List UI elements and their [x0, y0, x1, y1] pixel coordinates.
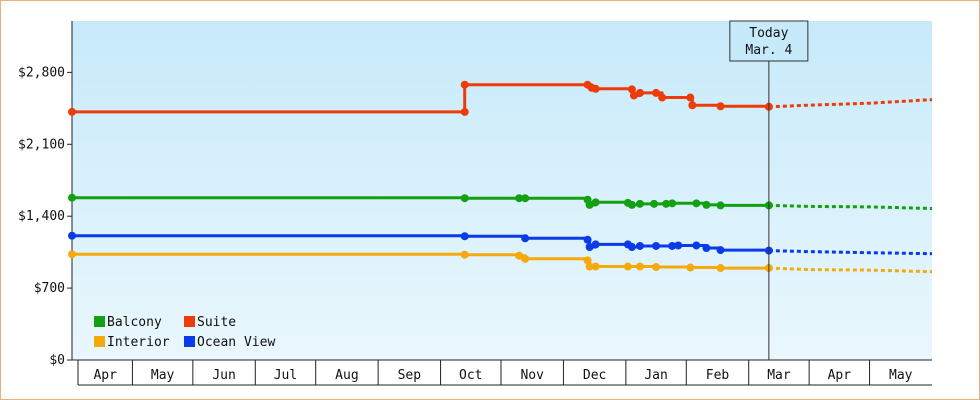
data-point: [460, 232, 469, 241]
legend-label: Balcony: [107, 315, 162, 330]
y-tick-label: $700: [34, 281, 65, 296]
data-point: [68, 231, 76, 240]
series-suite: [68, 80, 933, 116]
data-point: [692, 199, 701, 208]
data-point: [650, 199, 659, 208]
data-point: [515, 194, 524, 203]
data-point: [68, 250, 76, 259]
legend-label: Ocean View: [197, 335, 275, 350]
data-point: [635, 199, 644, 208]
data-point: [627, 200, 636, 209]
data-point: [521, 254, 530, 263]
data-point: [591, 198, 600, 207]
legend-item: Balcony: [94, 315, 162, 330]
data-point: [460, 80, 469, 89]
legend-swatch: [94, 316, 105, 327]
y-tick-label: $2,800: [18, 65, 65, 80]
data-point: [627, 243, 636, 251]
month-label: Jul: [274, 368, 297, 383]
data-point: [716, 246, 725, 255]
data-point: [658, 93, 667, 102]
data-point: [662, 199, 671, 208]
month-label: Apr: [93, 368, 117, 383]
month-label: Feb: [706, 368, 730, 383]
data-point: [591, 262, 600, 271]
legend-swatch: [94, 336, 105, 347]
data-point: [635, 262, 644, 271]
data-point: [585, 243, 594, 251]
data-point: [702, 244, 711, 253]
month-label: Jan: [644, 368, 667, 383]
data-point: [585, 262, 594, 271]
data-point: [583, 235, 592, 244]
data-point: [674, 241, 683, 250]
series-balcony: [68, 193, 933, 210]
series-forecast-line: [768, 249, 933, 256]
data-point: [716, 102, 725, 111]
today-label: Today: [749, 26, 788, 41]
today-box: [729, 20, 809, 62]
legend-label: Suite: [197, 315, 236, 330]
data-point: [68, 193, 76, 202]
data-point: [585, 200, 594, 209]
y-tick-label: $0: [49, 353, 65, 368]
series-interior: [68, 250, 933, 274]
month-label: May: [151, 368, 175, 383]
series-ocean-view: [68, 231, 933, 256]
month-label: Aug: [335, 368, 358, 383]
data-point: [652, 241, 661, 250]
month-label: Apr: [828, 368, 852, 383]
data-point: [635, 88, 644, 97]
today-date: Mar. 4: [745, 43, 792, 58]
data-point: [68, 107, 76, 116]
month-label: May: [889, 368, 913, 383]
month-label: Dec: [583, 368, 606, 383]
month-label: Oct: [459, 368, 482, 383]
data-point: [716, 201, 725, 210]
plot-area: [72, 21, 932, 360]
series-forecast-line: [768, 98, 933, 109]
data-point: [702, 200, 711, 209]
data-point: [686, 93, 695, 102]
data-point: [521, 234, 530, 243]
data-point: [692, 241, 701, 250]
data-point: [668, 199, 677, 208]
month-label: Sep: [398, 368, 422, 383]
data-point: [716, 264, 725, 273]
y-tick-label: $1,400: [18, 209, 65, 224]
y-tick-label: $2,100: [18, 137, 65, 152]
data-point: [591, 240, 600, 249]
data-point: [460, 250, 469, 259]
data-point: [515, 251, 524, 260]
data-point: [521, 194, 530, 203]
data-point: [652, 263, 661, 272]
series-forecast-line: [768, 203, 933, 210]
legend-label: Interior: [107, 335, 170, 350]
data-point: [652, 88, 661, 97]
month-label: Mar: [767, 368, 791, 383]
legend-swatch: [184, 316, 195, 327]
data-point: [623, 262, 632, 271]
data-point: [668, 241, 677, 250]
data-point: [627, 85, 636, 94]
month-label: Jun: [212, 368, 235, 383]
legend-swatch: [184, 336, 195, 347]
month-label: Nov: [520, 368, 544, 383]
data-point: [460, 107, 469, 116]
legend-item: Interior: [94, 335, 170, 350]
series-forecast-line: [768, 266, 933, 274]
data-point: [688, 101, 697, 110]
data-point: [629, 91, 638, 100]
data-point: [686, 263, 695, 272]
data-point: [635, 241, 644, 250]
legend-item: Suite: [184, 315, 236, 330]
data-point: [583, 256, 592, 265]
data-point: [460, 194, 469, 203]
data-point: [591, 84, 600, 93]
legend-item: Ocean View: [184, 335, 275, 350]
